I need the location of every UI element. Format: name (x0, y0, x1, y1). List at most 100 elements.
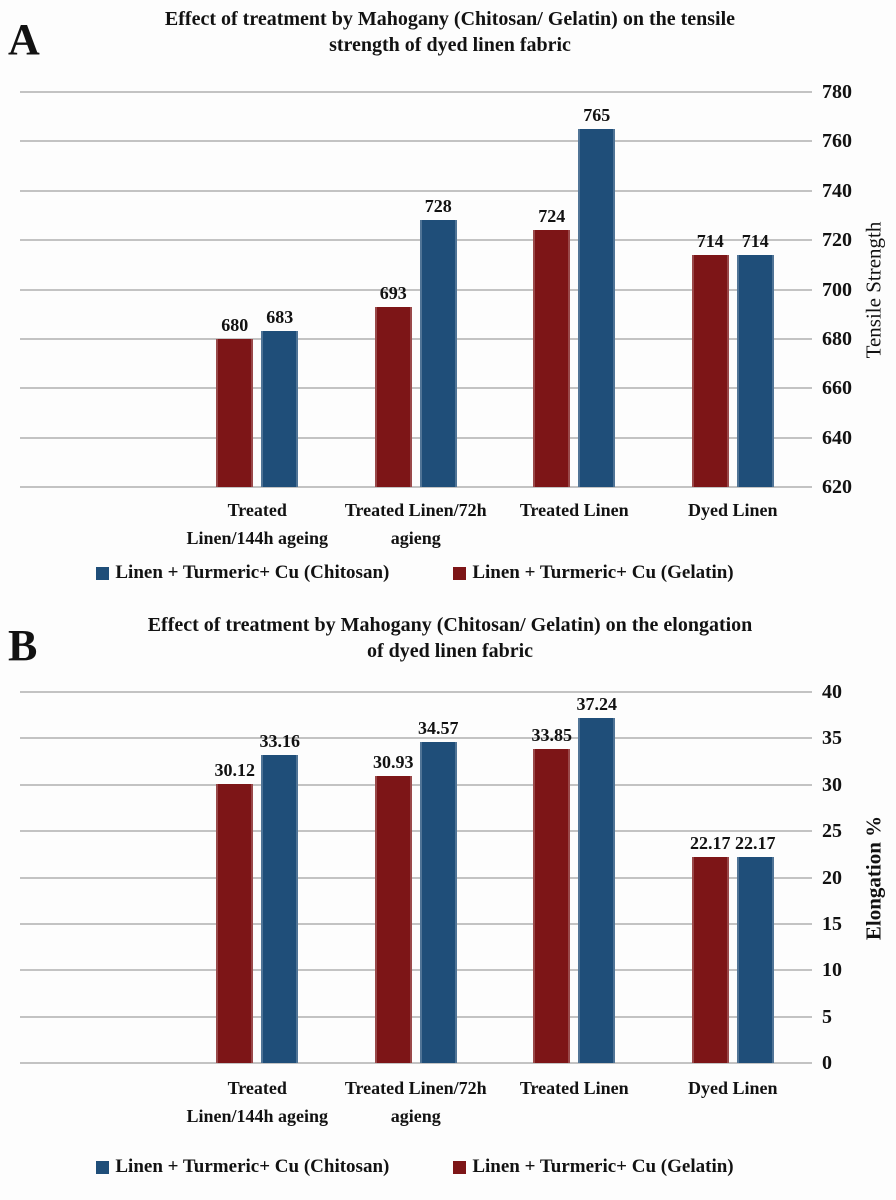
bar-gelatin (216, 338, 254, 487)
bar-value-label: 30.12 (214, 759, 256, 780)
bar-chitosan (578, 129, 616, 487)
y-tick-label: 740 (822, 179, 852, 202)
bar-gelatin (533, 230, 571, 487)
bar-chitosan (261, 755, 299, 1063)
x-category-label: Dyed Linen (633, 1074, 833, 1102)
bar-chitosan (736, 857, 774, 1063)
x-category-label-line: agieng (390, 1106, 441, 1126)
bar-value-label: 680 (221, 314, 249, 335)
legend-swatch-chitosan (96, 566, 110, 580)
x-category-label-line: Treated (227, 500, 287, 520)
x-category-label: Treated Linen/144h ageing (157, 1074, 357, 1130)
gridline (20, 387, 812, 390)
y-tick-label: 0 (822, 1052, 832, 1074)
y-tick-label: 20 (822, 866, 842, 889)
y-tick-label: 640 (822, 426, 852, 449)
y-axis-title: Tensile Strength (861, 221, 886, 358)
gridline (20, 783, 812, 786)
gridline (20, 91, 812, 93)
x-category-label: Treated Linen (474, 496, 674, 524)
x-category-label: Treated Linen/144h ageing (157, 496, 357, 552)
bar-value-label: 33.85 (531, 725, 573, 746)
legend-label: Linen + Turmeric+ Cu (Gelatin) (472, 1156, 734, 1177)
legend-item: Linen + Turmeric+ Cu (Chitosan) (96, 562, 389, 584)
y-tick-label: 15 (822, 912, 842, 935)
x-category-label-line: Treated Linen (519, 1078, 629, 1098)
bar-gelatin (216, 783, 254, 1063)
x-axis-labels-a: Treated Linen/144h ageing Treated Linen/72… (0, 496, 896, 556)
panel-label-a: A (8, 15, 40, 64)
x-category-label-line: Treated Linen/72h (344, 500, 487, 520)
chart-title-a: Effect of treatment by Mahogany (Chitosa… (88, 6, 812, 58)
bar-value-label: 33.16 (259, 731, 301, 752)
chart-title-a-line2: strength of dyed linen fabric (329, 34, 571, 56)
x-category-label-line: Dyed Linen (687, 1078, 778, 1098)
chart-title-a-line1: Effect of treatment by Mahogany (Chitosa… (164, 8, 736, 30)
x-category-label: Dyed Linen (633, 496, 833, 524)
bar-value-label: 37.24 (576, 693, 618, 714)
legend-label: Linen + Turmeric+ Cu (Chitosan) (115, 562, 390, 583)
gridline (20, 288, 812, 291)
y-tick-label: 10 (822, 959, 842, 982)
chart-title-b: Effect of treatment by Mahogany (Chitosa… (88, 612, 812, 664)
bar-value-label: 683 (266, 307, 294, 328)
legend-swatch-gelatin (453, 1160, 467, 1174)
bar-value-label: 22.17 (735, 833, 776, 854)
bars-layer-a: 680 683 693 728 724 765 714 714 (178, 92, 812, 487)
x-category-label: Treated Linen (474, 1074, 674, 1102)
chart-title-b-line1: Effect of treatment by Mahogany (Chitosa… (147, 614, 753, 636)
gridline (20, 691, 812, 693)
plot-area-a: 680 683 693 728 724 765 714 714 (20, 91, 812, 488)
legend-item: Linen + Turmeric+ Cu (Chitosan) (96, 1156, 389, 1178)
y-tick-label: 720 (822, 229, 852, 252)
legend-swatch-chitosan (96, 1160, 110, 1174)
figure-panel-b: B Effect of treatment by Mahogany (Chito… (0, 600, 896, 1200)
bars-layer-b: 30.12 33.16 30.93 34.57 33.85 37.24 22.17 22.17 (178, 692, 812, 1063)
bar-chitosan (578, 717, 616, 1063)
y-tick-label: 40 (822, 681, 842, 703)
legend-swatch-gelatin (453, 566, 467, 580)
gridline (20, 436, 812, 439)
y-tick-label: 25 (822, 820, 842, 843)
bar-gelatin (691, 857, 729, 1063)
gridline (20, 922, 812, 925)
x-category-label: Treated Linen/72h agieng (316, 496, 516, 552)
x-category-label-line: Treated Linen (519, 500, 629, 520)
bar-value-label: 714 (696, 230, 724, 251)
bar-gelatin (691, 254, 729, 487)
chart-title-b-line2: of dyed linen fabric (366, 640, 534, 662)
y-tick-label: 30 (822, 773, 842, 796)
gridline (20, 876, 812, 879)
y-tick-label: 780 (822, 81, 852, 103)
gridline (20, 486, 812, 488)
bar-value-label: 714 (741, 230, 769, 251)
x-category-label-line: Linen/144h ageing (186, 528, 329, 548)
gridline (20, 239, 812, 242)
x-category-label-line: Treated (227, 1078, 287, 1098)
bar-chitosan (261, 331, 299, 487)
gridline (20, 140, 812, 143)
gridline (20, 1062, 812, 1064)
bar-value-label: 765 (583, 105, 611, 126)
y-axis-title: Elongation % (861, 815, 886, 940)
bar-value-label: 34.57 (418, 718, 459, 739)
legend-item: Linen + Turmeric+ Cu (Gelatin) (453, 1156, 734, 1178)
x-category-label-line: Linen/144h ageing (186, 1106, 329, 1126)
bar-value-label: 22.17 (690, 833, 731, 854)
panel-label-b: B (8, 621, 38, 670)
plot-area-b: 30.12 33.16 30.93 34.57 33.85 37.24 22.17 22.17 (20, 691, 812, 1064)
legend-label: Linen + Turmeric+ Cu (Chitosan) (115, 1156, 390, 1177)
y-tick-label: 760 (822, 130, 852, 153)
y-tick-label: 5 (822, 1005, 832, 1028)
x-category-label-line: agieng (390, 528, 441, 548)
legend-label: Linen + Turmeric+ Cu (Gelatin) (472, 562, 734, 583)
gridline (20, 1015, 812, 1018)
legend-item: Linen + Turmeric+ Cu (Gelatin) (453, 562, 734, 584)
y-tick-label: 700 (822, 278, 852, 301)
bar-gelatin (533, 749, 571, 1063)
bar-value-label: 30.93 (373, 752, 414, 773)
x-axis-labels-b: Treated Linen/144h ageing Treated Linen/72… (0, 1074, 896, 1134)
y-tick-label: 35 (822, 727, 842, 750)
bar-chitosan (419, 742, 457, 1063)
bar-value-label: 724 (538, 206, 566, 227)
